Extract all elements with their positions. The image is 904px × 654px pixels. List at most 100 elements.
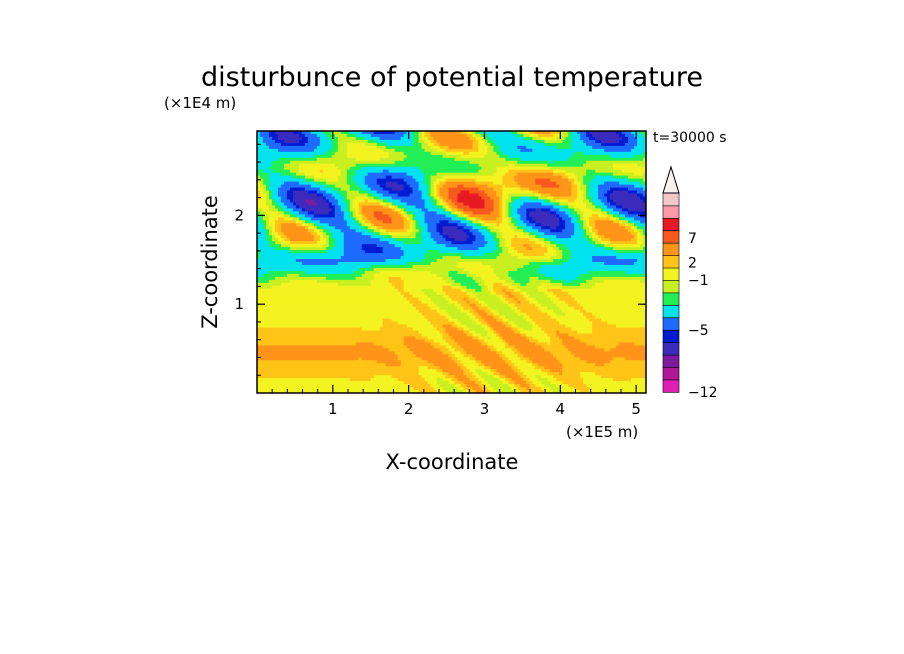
contour-cell bbox=[343, 250, 366, 254]
contour-cell bbox=[292, 131, 303, 135]
contour-cell bbox=[499, 208, 503, 212]
contour-cell bbox=[496, 273, 509, 278]
contour-cell bbox=[355, 211, 360, 215]
contour-cell bbox=[622, 220, 629, 224]
contour-cell bbox=[319, 238, 327, 242]
contour-cell bbox=[577, 175, 584, 180]
contour-cell bbox=[337, 178, 348, 183]
contour-cell bbox=[391, 318, 429, 323]
contour-cell bbox=[517, 366, 536, 370]
contour-cell bbox=[601, 205, 608, 210]
contour-cell bbox=[364, 181, 378, 186]
contour-cell bbox=[583, 235, 590, 239]
contour-cell bbox=[580, 217, 584, 221]
contour-cell bbox=[550, 211, 557, 215]
contour-cell bbox=[343, 211, 351, 215]
contour-cell bbox=[403, 288, 423, 293]
contour-cell bbox=[592, 312, 646, 317]
contour-cell bbox=[469, 217, 477, 221]
contour-cell bbox=[376, 360, 402, 364]
contour-cell bbox=[382, 148, 396, 153]
contour-cell bbox=[637, 136, 646, 141]
contour-cell bbox=[313, 235, 321, 239]
colorbar-swatch bbox=[662, 292, 680, 306]
colorbar-swatch bbox=[662, 304, 680, 319]
contour-cell bbox=[559, 217, 563, 221]
contour-cell bbox=[349, 199, 354, 204]
contour-cell bbox=[403, 205, 417, 210]
contour-cell bbox=[511, 226, 518, 230]
contour-cell bbox=[502, 190, 533, 195]
contour-cell bbox=[604, 348, 611, 352]
contour-cell bbox=[604, 244, 611, 248]
contour-cell bbox=[433, 345, 447, 349]
contour-cell bbox=[382, 247, 402, 251]
contour-cell bbox=[257, 181, 261, 186]
contour-cell bbox=[478, 372, 489, 376]
contour-cell bbox=[292, 208, 303, 212]
contour-cell bbox=[415, 178, 426, 183]
x-tick-label: 3 bbox=[480, 400, 490, 418]
contour-cell bbox=[361, 244, 378, 248]
contour-cell bbox=[265, 223, 270, 227]
contour-cell bbox=[463, 229, 471, 233]
contour-cell bbox=[322, 193, 333, 198]
contour-cell bbox=[355, 169, 384, 174]
contour-cell bbox=[580, 187, 587, 192]
contour-cell bbox=[505, 244, 512, 248]
contour-cell bbox=[472, 211, 491, 215]
contour-cell bbox=[334, 208, 342, 212]
contour-cell bbox=[382, 205, 390, 210]
contour-cell bbox=[616, 250, 646, 254]
contour-cell bbox=[478, 378, 486, 382]
contour-cell bbox=[277, 217, 285, 221]
contour-cell bbox=[277, 238, 285, 242]
contour-cell bbox=[622, 208, 629, 212]
contour-cell bbox=[271, 196, 282, 201]
contour-cell bbox=[469, 315, 477, 320]
contour-cell bbox=[511, 291, 521, 296]
contour-cell bbox=[310, 220, 321, 224]
contour-cell bbox=[307, 226, 315, 230]
contour-cell bbox=[514, 330, 521, 335]
contour-cell bbox=[523, 315, 530, 320]
contour-cell bbox=[427, 250, 441, 254]
contour-cell bbox=[565, 220, 572, 224]
contour-cell bbox=[304, 270, 354, 275]
contour-cell bbox=[307, 202, 318, 207]
contour-cell bbox=[313, 178, 327, 183]
contour-cell bbox=[472, 276, 483, 281]
contour-cell bbox=[478, 139, 486, 144]
contour-cell bbox=[421, 169, 480, 174]
contour-cell bbox=[502, 318, 509, 323]
contour-cell bbox=[436, 309, 447, 314]
contour-cell bbox=[298, 139, 309, 144]
contour-cell bbox=[361, 211, 375, 215]
contour-cell bbox=[502, 294, 509, 299]
contour-cell bbox=[292, 193, 318, 198]
contour-cell bbox=[373, 196, 381, 201]
contour-cell bbox=[388, 348, 411, 352]
contour-cell bbox=[337, 175, 348, 180]
contour-cell bbox=[442, 351, 453, 355]
contour-cell bbox=[257, 157, 279, 162]
contour-cell bbox=[475, 360, 483, 364]
contour-cell bbox=[511, 324, 518, 329]
contour-cell bbox=[460, 154, 486, 159]
contour-cell bbox=[475, 315, 483, 320]
contour-cell bbox=[355, 157, 381, 162]
contour-cell bbox=[460, 366, 468, 370]
contour-cell bbox=[257, 294, 405, 299]
contour-cell bbox=[568, 175, 578, 180]
contour-cell bbox=[310, 217, 345, 221]
contour-cell bbox=[466, 238, 477, 242]
contour-cell bbox=[364, 223, 372, 227]
contour-cell bbox=[556, 330, 560, 335]
contour-cell bbox=[307, 229, 315, 233]
contour-cell bbox=[589, 220, 596, 224]
contour-cell bbox=[487, 372, 494, 376]
contour-cell bbox=[592, 235, 599, 239]
contour-cell bbox=[466, 312, 474, 317]
contour-cell bbox=[322, 226, 336, 230]
contour-cell bbox=[382, 211, 399, 215]
